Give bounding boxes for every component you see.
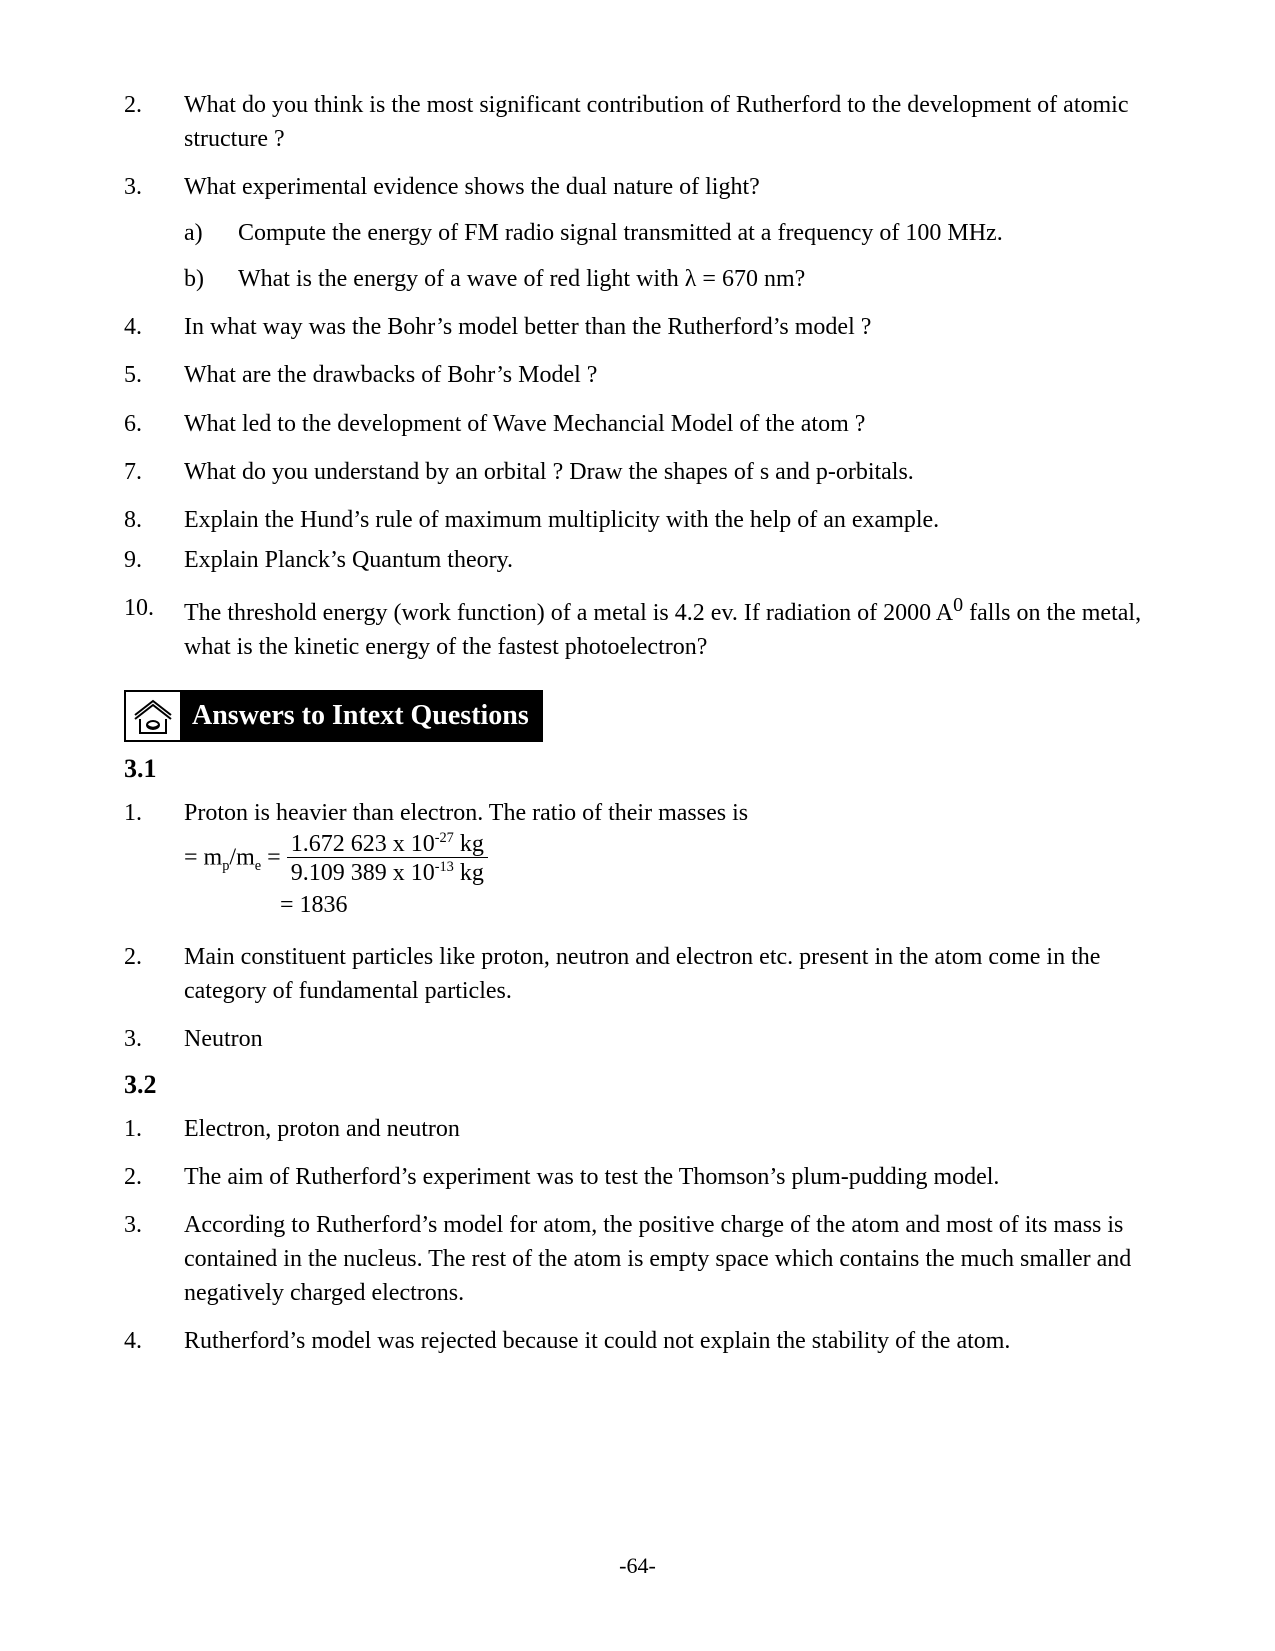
question-number: 9. (124, 543, 184, 577)
eq-lhs-mid: /m (229, 844, 254, 870)
frac-bot-sup: -13 (435, 859, 454, 875)
question-number: 6. (124, 407, 184, 441)
answers-title: Answers to Intext Questions (182, 690, 543, 742)
question-number: 10. (124, 591, 184, 664)
answer-line: Proton is heavier than electron. The rat… (184, 796, 1151, 830)
answer-number: 1. (124, 796, 184, 922)
question-text: What do you understand by an orbital ? D… (184, 455, 1151, 489)
fraction-numerator: 1.672 623 x 10-27 kg (287, 831, 488, 858)
answer-text: Electron, proton and neutron (184, 1112, 1151, 1146)
sub-text-post: = 670 nm? (696, 266, 805, 292)
question-text: What experimental evidence shows the dua… (184, 170, 1151, 204)
question-body: What experimental evidence shows the dua… (184, 170, 1151, 296)
answer-number: 2. (124, 940, 184, 1008)
question-number: 7. (124, 455, 184, 489)
frac-top-post: kg (454, 831, 484, 857)
answer-item: 1. Electron, proton and neutron (124, 1112, 1151, 1146)
eq-lhs-pre: = m (184, 844, 222, 870)
answer-item: 1. Proton is heavier than electron. The … (124, 796, 1151, 922)
page-number: -64- (0, 1553, 1275, 1579)
frac-bot-post: kg (454, 860, 484, 886)
eq-lhs-post: = (261, 844, 287, 870)
fraction-denominator: 9.109 389 x 10-13 kg (287, 860, 488, 886)
question-item: 4. In what way was the Bohr’s model bett… (124, 310, 1151, 344)
result-value: = 1836 (280, 892, 348, 918)
answer-item: 4. Rutherford’s model was rejected becau… (124, 1324, 1151, 1358)
question-number: 3. (124, 170, 184, 296)
question-text: What do you think is the most significan… (184, 88, 1151, 156)
section-number: 3.1 (124, 754, 1151, 784)
question-number: 2. (124, 88, 184, 156)
question-item: 7. What do you understand by an orbital … (124, 455, 1151, 489)
question-number: 4. (124, 310, 184, 344)
sub-label: a) (184, 216, 238, 250)
answer-item: 3. Neutron (124, 1022, 1151, 1056)
answer-number: 4. (124, 1324, 184, 1358)
frac-bot-pre: 9.109 389 x 10 (291, 860, 435, 886)
answer-number: 3. (124, 1208, 184, 1310)
frac-top-sup: -27 (435, 830, 454, 846)
sub-text: Compute the energy of FM radio signal tr… (238, 216, 1003, 250)
q-text-sup: 0 (953, 594, 963, 616)
sub-text: What is the energy of a wave of red ligh… (238, 262, 805, 296)
question-text: Explain the Hund’s rule of maximum multi… (184, 503, 1151, 537)
sub-item: a) Compute the energy of FM radio signal… (184, 216, 1151, 250)
answer-number: 3. (124, 1022, 184, 1056)
question-text: Explain Planck’s Quantum theory. (184, 543, 1151, 577)
question-item: 9. Explain Planck’s Quantum theory. (124, 543, 1151, 577)
answer-text: Rutherford’s model was rejected because … (184, 1324, 1151, 1358)
equation-result: = 1836 (184, 888, 1151, 922)
lambda-symbol: λ (685, 266, 697, 292)
question-item: 2. What do you think is the most signifi… (124, 88, 1151, 156)
equation-line: = mp/me = 1.672 623 x 10-27 kg 9.109 389… (184, 830, 1151, 888)
answer-text: Main constituent particles like proton, … (184, 940, 1151, 1008)
answer-item: 2. Main constituent particles like proto… (124, 940, 1151, 1008)
question-item: 5. What are the drawbacks of Bohr’s Mode… (124, 358, 1151, 392)
answer-item: 3. According to Rutherford’s model for a… (124, 1208, 1151, 1310)
answer-item: 2. The aim of Rutherford’s experiment wa… (124, 1160, 1151, 1194)
answer-number: 2. (124, 1160, 184, 1194)
fraction: 1.672 623 x 10-27 kg 9.109 389 x 10-13 k… (287, 830, 488, 888)
answer-body: Proton is heavier than electron. The rat… (184, 796, 1151, 922)
section-number: 3.2 (124, 1070, 1151, 1100)
answer-number: 1. (124, 1112, 184, 1146)
question-item: 6. What led to the development of Wave M… (124, 407, 1151, 441)
answer-text: Neutron (184, 1022, 1151, 1056)
question-item: 10. The threshold energy (work function)… (124, 591, 1151, 664)
answer-text: The aim of Rutherford’s experiment was t… (184, 1160, 1151, 1194)
sub-item: b) What is the energy of a wave of red l… (184, 262, 1151, 296)
question-text: What led to the development of Wave Mech… (184, 407, 1151, 441)
answer-text: According to Rutherford’s model for atom… (184, 1208, 1151, 1310)
question-text: The threshold energy (work function) of … (184, 591, 1151, 664)
frac-top-pre: 1.672 623 x 10 (291, 831, 435, 857)
answers-heading: Answers to Intext Questions (124, 690, 1151, 742)
question-number: 8. (124, 503, 184, 537)
sub-text-pre: What is the energy of a wave of red ligh… (238, 266, 685, 292)
sub-label: b) (184, 262, 238, 296)
question-item: 3. What experimental evidence shows the … (124, 170, 1151, 296)
house-icon (124, 690, 182, 742)
question-text: In what way was the Bohr’s model better … (184, 310, 1151, 344)
q-text-pre: The threshold energy (work function) of … (184, 600, 953, 626)
page: 2. What do you think is the most signifi… (0, 0, 1275, 1651)
question-item: 8. Explain the Hund’s rule of maximum mu… (124, 503, 1151, 537)
question-text: What are the drawbacks of Bohr’s Model ? (184, 358, 1151, 392)
question-number: 5. (124, 358, 184, 392)
